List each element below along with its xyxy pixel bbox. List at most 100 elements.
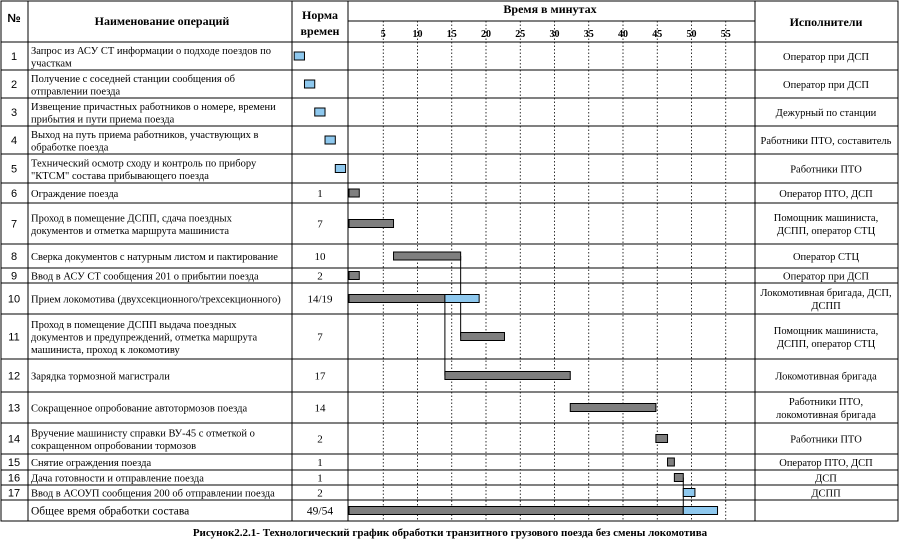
operation-name: Ограждение поезда: [31, 189, 119, 200]
norm-value: 1: [317, 473, 323, 485]
total-row: Общее время обработки состава 49/54: [31, 506, 333, 518]
executor: ДСПП: [811, 489, 841, 500]
total-label: Общее время обработки состава: [31, 506, 189, 518]
operation-name: Запрос из АСУ СТ информации о подходе по…: [31, 46, 271, 57]
operation-name: машиниста, проход к локомотиву: [31, 345, 180, 356]
tick-label: 35: [584, 29, 594, 40]
operation-name: Проход в помещение ДСПП выдача поездных: [31, 320, 237, 331]
norm-value: 17: [315, 371, 327, 383]
executor: Оператор СТЦ: [793, 252, 859, 263]
operation-name: Сокращенное опробование автотормозов пое…: [31, 404, 247, 415]
gantt-bar-blue: [682, 506, 719, 515]
executor: Помощник машиниста,: [774, 326, 878, 337]
tick-label: 50: [687, 29, 697, 40]
row-number: 7: [11, 219, 17, 231]
table-row: 16 Дача готовности и отправление поезда 1 Д…: [8, 473, 837, 485]
operation-name: Сверка документов с натурным листом и па…: [31, 252, 278, 263]
norm-value: 10: [315, 251, 327, 263]
gantt-bar-gray: [673, 473, 684, 482]
executor: Работники ПТО: [790, 435, 862, 446]
table-row: 7 Проход в помещение ДСПП, сдача поездных…: [11, 213, 878, 237]
gantt-bar-gray: [393, 251, 462, 261]
table-row: 2 Получение с соседней станции сообщения …: [11, 74, 869, 98]
row-number: 17: [8, 488, 20, 500]
gantt-bar-blue: [303, 79, 316, 89]
total-norm: 49/54: [307, 506, 333, 518]
executor: ДСПП: [811, 301, 841, 312]
operation-name: участкам: [31, 58, 72, 69]
gantt-bar-blue: [314, 107, 326, 117]
row-number: 8: [11, 251, 17, 263]
executor: ДСПП, оператор СТЦ: [777, 339, 876, 350]
executor: Локомотивная бригада, ДСП,: [760, 288, 891, 299]
norm-value: 2: [317, 488, 323, 500]
gantt-bar-blue: [444, 294, 480, 303]
gantt-bar-gray: [569, 403, 657, 412]
table-row: 8 Сверка документов с натурным листом и п…: [11, 251, 860, 263]
executor: Оператор при ДСП: [783, 272, 869, 283]
row-number: 6: [11, 188, 17, 200]
executor: Помощник машиниста,: [774, 213, 878, 224]
gantt-bar-gray: [444, 371, 571, 380]
operation-name: обработке поезда: [31, 142, 109, 153]
gantt-bars: [293, 51, 719, 515]
operation-name: Снятие ограждения поезда: [31, 458, 151, 469]
row-number: 3: [11, 107, 17, 119]
tick-label: 5: [381, 29, 386, 40]
norm-value: 1: [317, 457, 323, 469]
norm-value: 2: [317, 271, 323, 283]
table-row: 3 Извещение причастных работников о номе…: [11, 102, 877, 126]
norm-value: 2: [317, 434, 323, 446]
operation-name: Получение с соседней станции сообщения о…: [31, 74, 235, 85]
table-row: 15 Снятие ограждения поезда 1 Оператор ПТО,…: [8, 457, 873, 469]
table-rows: 1 Запрос из АСУ СТ информации о подходе п…: [8, 46, 892, 518]
gantt-bar-gray: [667, 457, 675, 467]
table-row: 4 Выход на путь приема работников, участв…: [11, 130, 892, 154]
row-number: 13: [8, 403, 20, 415]
norm-value: 7: [317, 219, 323, 231]
tick-label: 20: [481, 29, 491, 40]
gantt-bar-gray: [460, 332, 505, 341]
operation-name: Извещение причастных работников о номере…: [31, 102, 276, 113]
row-number: 12: [8, 371, 20, 383]
row-number: 4: [11, 135, 17, 147]
operation-name: сокращенном опробовании тормозов: [31, 441, 196, 452]
operation-name: Выход на путь приема работников, участву…: [31, 130, 259, 141]
executor: Оператор при ДСП: [783, 52, 869, 63]
norm-value: 7: [317, 332, 323, 344]
tick-label: 10: [413, 29, 423, 40]
operation-name: Дача готовности и отправление поезда: [31, 474, 204, 485]
norm-value: 14/19: [307, 294, 333, 306]
gantt-bar-gray: [348, 271, 360, 280]
operation-name: Зарядка тормозной магистрали: [31, 372, 170, 383]
operation-name: Ввод в АСУ СТ сообщения 201 о прибытии п…: [31, 272, 259, 283]
operation-name: "КТСМ" состава прибывающего поезда: [31, 171, 209, 182]
tick-label: 25: [515, 29, 525, 40]
executor: ДСП: [815, 474, 837, 485]
row-number: 14: [8, 434, 20, 446]
operation-name: отправлении поезда: [31, 86, 121, 97]
operation-name: Ввод в АСОУП сообщения 200 об отправлени…: [31, 489, 275, 500]
table-row: 17 Ввод в АСОУП сообщения 200 об отправле…: [8, 488, 841, 500]
operation-name: Технический осмотр сходу и контроль по п…: [31, 158, 257, 169]
gantt-bar-blue: [334, 164, 347, 173]
tick-label: 30: [550, 29, 560, 40]
gantt-bar-gray: [348, 506, 684, 515]
gantt-bar-gray: [348, 188, 360, 198]
norm-value: 1: [317, 188, 323, 200]
operation-name: Прием локомотива (двухсекционного/трехсе…: [31, 295, 281, 306]
table-grid: [0, 0, 899, 522]
row-number: 9: [11, 271, 17, 283]
operation-name: документов и предупреждений, отметка мар…: [31, 333, 257, 344]
executor: Работники ПТО: [790, 165, 862, 176]
operation-name: Проход в помещение ДСПП, сдача поездных: [31, 213, 233, 224]
executor: Оператор ПТО, ДСП: [779, 458, 873, 469]
header-norm-line1: Норма: [302, 8, 338, 22]
gantt-bar-blue: [324, 135, 336, 145]
tick-label: 45: [652, 29, 662, 40]
gantt-bar-gray: [348, 294, 446, 303]
executor: Дежурный по станции: [776, 108, 877, 119]
tick-label: 40: [618, 29, 628, 40]
figure-caption: Рисунок2.2.1- Технологический график обр…: [193, 527, 708, 539]
